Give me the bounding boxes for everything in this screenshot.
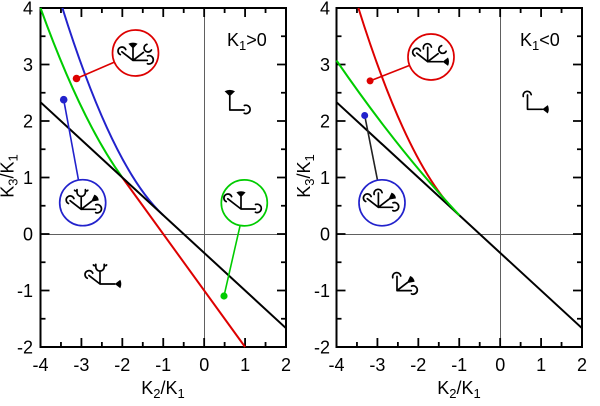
svg-text:1: 1 xyxy=(23,168,33,188)
svg-text:0: 0 xyxy=(320,225,330,245)
svg-text:0: 0 xyxy=(23,225,33,245)
svg-text:-2: -2 xyxy=(410,355,426,375)
svg-text:-4: -4 xyxy=(32,355,48,375)
svg-text:-3: -3 xyxy=(73,355,89,375)
svg-text:2: 2 xyxy=(23,112,33,132)
svg-text:-1: -1 xyxy=(314,281,330,301)
svg-text:-4: -4 xyxy=(328,355,344,375)
svg-text:K2/K1: K2/K1 xyxy=(437,378,481,401)
svg-text:-1: -1 xyxy=(451,355,467,375)
svg-text:-2: -2 xyxy=(17,338,33,358)
svg-text:K1<0: K1<0 xyxy=(520,30,560,53)
svg-text:K1>0: K1>0 xyxy=(227,30,267,53)
svg-text:1: 1 xyxy=(240,355,250,375)
svg-text:-3: -3 xyxy=(369,355,385,375)
svg-text:K3/K1: K3/K1 xyxy=(294,154,317,198)
svg-text:3: 3 xyxy=(23,55,33,75)
svg-text:2: 2 xyxy=(320,112,330,132)
svg-text:-1: -1 xyxy=(155,355,171,375)
svg-text:K2/K1: K2/K1 xyxy=(141,378,185,401)
svg-text:3: 3 xyxy=(320,55,330,75)
svg-text:-1: -1 xyxy=(17,281,33,301)
svg-text:1: 1 xyxy=(536,355,546,375)
svg-text:0: 0 xyxy=(199,355,209,375)
svg-text:2: 2 xyxy=(577,355,587,375)
svg-text:0: 0 xyxy=(495,355,505,375)
svg-text:-2: -2 xyxy=(314,338,330,358)
svg-text:4: 4 xyxy=(23,0,33,19)
svg-text:K3/K1: K3/K1 xyxy=(0,154,21,198)
svg-text:-2: -2 xyxy=(114,355,130,375)
svg-text:2: 2 xyxy=(281,355,291,375)
svg-text:1: 1 xyxy=(320,168,330,188)
svg-text:4: 4 xyxy=(320,0,330,19)
